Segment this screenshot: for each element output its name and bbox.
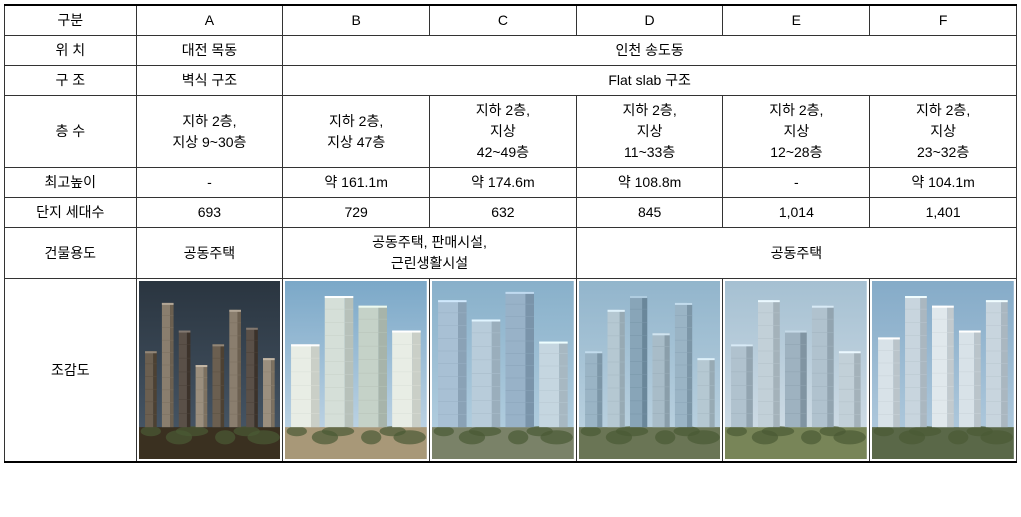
row-floors: 층 수 지하 2층,지상 9~30층 지하 2층,지상 47층 지하 2층,지상… [5, 96, 1017, 168]
comparison-table: 구분 A B C D E F 위 치 대전 목동 인천 송도동 구 조 벽식 구… [4, 4, 1017, 463]
units-a: 693 [136, 198, 283, 228]
render-label: 조감도 [5, 279, 137, 463]
maxheight-label: 최고높이 [5, 168, 137, 198]
header-d: D [576, 5, 723, 36]
render-c [430, 279, 577, 463]
row-structure: 구 조 벽식 구조 Flat slab 구조 [5, 66, 1017, 96]
row-units: 단지 세대수 693 729 632 845 1,014 1,401 [5, 198, 1017, 228]
usage-def: 공동주택 [576, 228, 1016, 279]
maxheight-f: 약 104.1m [870, 168, 1017, 198]
header-b: B [283, 5, 430, 36]
floors-d: 지하 2층,지상11~33층 [576, 96, 723, 168]
row-render: 조감도 [5, 279, 1017, 463]
maxheight-a: - [136, 168, 283, 198]
structure-bcdef: Flat slab 구조 [283, 66, 1017, 96]
units-d: 845 [576, 198, 723, 228]
maxheight-c: 약 174.6m [430, 168, 577, 198]
usage-label: 건물용도 [5, 228, 137, 279]
floors-b: 지하 2층,지상 47층 [283, 96, 430, 168]
header-f: F [870, 5, 1017, 36]
header-row: 구분 A B C D E F [5, 5, 1017, 36]
location-bcdef: 인천 송도동 [283, 36, 1017, 66]
row-maxheight: 최고높이 - 약 161.1m 약 174.6m 약 108.8m - 약 10… [5, 168, 1017, 198]
structure-label: 구 조 [5, 66, 137, 96]
header-c: C [430, 5, 577, 36]
units-e: 1,014 [723, 198, 870, 228]
floors-e: 지하 2층,지상12~28층 [723, 96, 870, 168]
location-a: 대전 목동 [136, 36, 283, 66]
render-a [136, 279, 283, 463]
location-label: 위 치 [5, 36, 137, 66]
render-e [723, 279, 870, 463]
render-f [870, 279, 1017, 463]
usage-bc: 공동주택, 판매시설,근린생활시설 [283, 228, 576, 279]
units-b: 729 [283, 198, 430, 228]
maxheight-e: - [723, 168, 870, 198]
usage-a: 공동주택 [136, 228, 283, 279]
floors-c: 지하 2층,지상42~49층 [430, 96, 577, 168]
floors-a: 지하 2층,지상 9~30층 [136, 96, 283, 168]
render-d [576, 279, 723, 463]
units-f: 1,401 [870, 198, 1017, 228]
maxheight-b: 약 161.1m [283, 168, 430, 198]
row-usage: 건물용도 공동주택 공동주택, 판매시설,근린생활시설 공동주택 [5, 228, 1017, 279]
header-a: A [136, 5, 283, 36]
header-label: 구분 [5, 5, 137, 36]
units-label: 단지 세대수 [5, 198, 137, 228]
floors-label: 층 수 [5, 96, 137, 168]
units-c: 632 [430, 198, 577, 228]
row-location: 위 치 대전 목동 인천 송도동 [5, 36, 1017, 66]
maxheight-d: 약 108.8m [576, 168, 723, 198]
header-e: E [723, 5, 870, 36]
render-b [283, 279, 430, 463]
floors-f: 지하 2층,지상23~32층 [870, 96, 1017, 168]
structure-a: 벽식 구조 [136, 66, 283, 96]
